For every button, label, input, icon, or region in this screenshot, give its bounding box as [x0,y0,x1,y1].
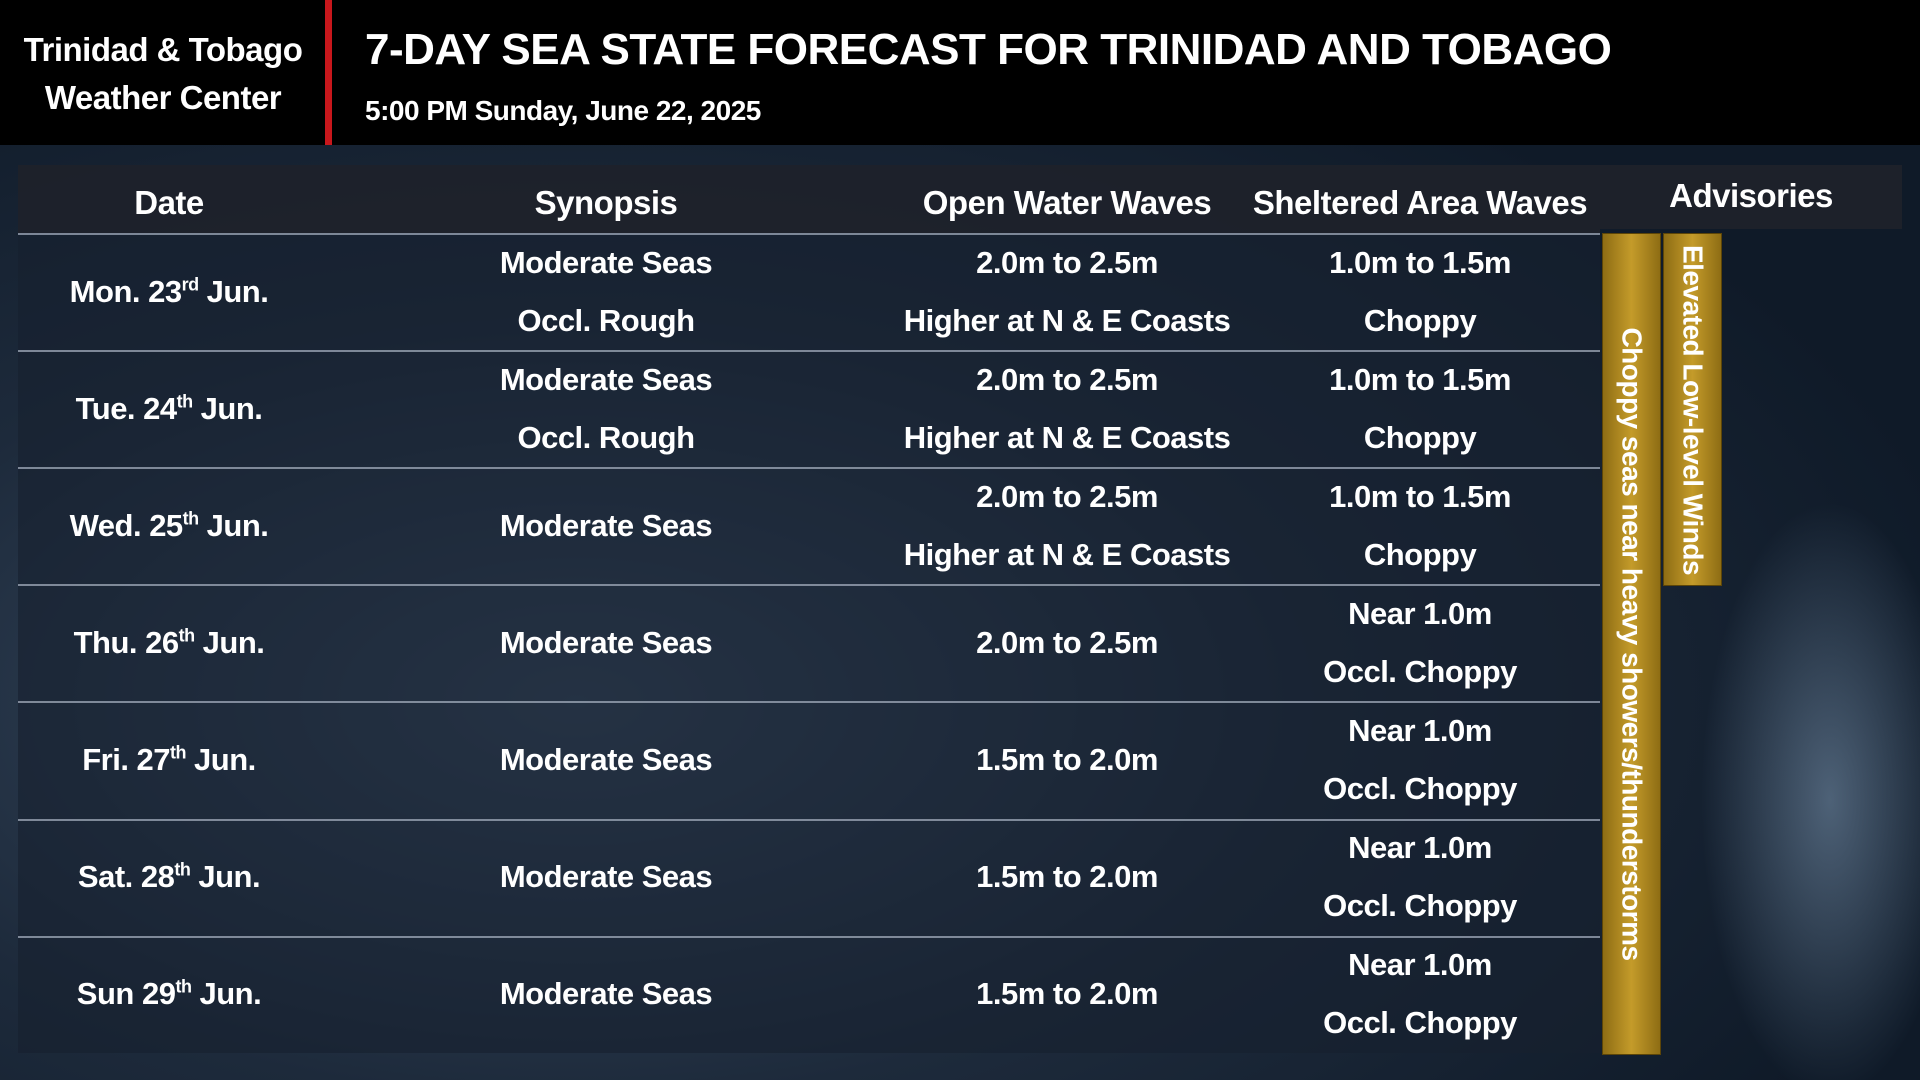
column-header: Synopsis [534,184,678,221]
synopsis-text: Occl. Rough [517,302,695,338]
open-water-text: 2.0m to 2.5m [976,361,1158,397]
date-part: th [170,742,187,763]
row-separator [18,818,1600,821]
synopsis-text: Moderate Seas [499,741,713,777]
header-band [0,0,1920,145]
open-water-text: 1.5m to 2.0m [976,976,1158,1012]
date-part: Sun 29 [76,976,176,1012]
column-header: Open Water Waves [922,184,1212,221]
table-body-bg [18,233,1600,1053]
advisory-text: Elevated Low-level Winds [1677,244,1709,575]
date: Fri. 27th Jun. [82,742,256,778]
sheltered-text: 1.0m to 1.5m [1329,244,1511,280]
open-water-text: Higher at N & E Coasts [903,419,1231,455]
date-part: Jun. [194,741,256,777]
date-part: Mon. 23 [69,273,182,309]
date-part: th [175,976,192,997]
sheltered-text: Occl. Choppy [1323,1005,1517,1041]
synopsis-text: Moderate Seas [499,976,713,1012]
advisory-text: Choppy seas near heavy showers/thunderst… [1616,327,1648,961]
synopsis-text: Moderate Seas [499,361,713,397]
sheltered-text: Choppy [1363,302,1477,338]
sheltered-text: 1.0m to 1.5m [1329,361,1511,397]
title: 7-DAY SEA STATE FORECAST FOR TRINIDAD AN… [365,25,1612,74]
synopsis-text: Moderate Seas [499,244,713,280]
sheltered-text: 1.0m to 1.5m [1329,478,1511,514]
date-part: th [182,508,200,529]
column-header: Sheltered Area Waves [1252,184,1588,221]
org-name: Weather Center [44,79,282,116]
date-part: Jun. [206,273,269,309]
date: Mon. 23rd Jun. [70,274,269,310]
date-part: Tue. 24 [75,390,178,426]
date-part: Jun. [198,859,261,895]
advisory-bar: Choppy seas near heavy showers/thunderst… [1602,233,1661,1055]
open-water-text: 1.5m to 2.0m [976,741,1158,777]
sheltered-text: Near 1.0m [1348,947,1492,983]
row-separator [18,350,1600,353]
date-part: th [178,625,196,646]
row-separator [18,467,1600,470]
date-part: Wed. 25 [69,507,184,543]
synopsis-text: Occl. Rough [517,419,695,455]
date: Tue. 24th Jun. [76,391,263,427]
open-water-text: Higher at N & E Coasts [903,536,1231,572]
synopsis-text: Moderate Seas [499,624,713,660]
row-separator [18,701,1600,704]
synopsis-text: Moderate Seas [499,859,713,895]
subtitle: 5:00 PM Sunday, June 22, 2025 [365,95,761,126]
sheltered-text: Choppy [1363,419,1477,455]
date-part: Jun. [199,976,262,1012]
date-part: th [174,859,191,880]
date-part: rd [181,274,200,295]
column-header: Date [134,184,204,221]
date-part: Jun. [206,507,269,543]
open-water-text: 2.0m to 2.5m [976,244,1158,280]
date-part: th [176,391,194,412]
advisory-header-bg [1600,165,1902,229]
date: Wed. 25th Jun. [70,508,269,544]
advisory-bar: Elevated Low-level Winds [1663,233,1722,587]
date-part: Jun. [200,390,263,426]
column-header: Advisories [1669,177,1833,214]
sheltered-text: Occl. Choppy [1323,653,1517,689]
sheltered-text: Near 1.0m [1348,595,1492,631]
open-water-text: 2.0m to 2.5m [976,624,1158,660]
sheltered-text: Occl. Choppy [1323,770,1517,806]
divider [325,0,332,145]
sheltered-text: Near 1.0m [1348,712,1492,748]
synopsis-text: Moderate Seas [499,507,713,543]
open-water-text: 1.5m to 2.0m [976,859,1158,895]
date: Thu. 26th Jun. [74,625,265,661]
row-separator [18,584,1600,587]
date-part: Jun. [202,624,265,660]
open-water-text: 2.0m to 2.5m [976,478,1158,514]
date-part: Sat. 28 [77,859,175,895]
table-header-bg [18,165,1600,233]
row-separator [18,935,1600,938]
row-separator [18,233,1600,235]
sheltered-text: Near 1.0m [1348,830,1492,866]
open-water-text: Higher at N & E Coasts [903,302,1231,338]
date-part: Fri. 27 [82,741,171,777]
date: Sat. 28th Jun. [77,859,261,895]
date-part: Thu. 26 [73,624,180,660]
date: Sun 29th Jun. [76,976,262,1012]
sheltered-text: Occl. Choppy [1323,888,1517,924]
org-name: Trinidad & Tobago [23,31,303,68]
sheltered-text: Choppy [1363,536,1477,572]
